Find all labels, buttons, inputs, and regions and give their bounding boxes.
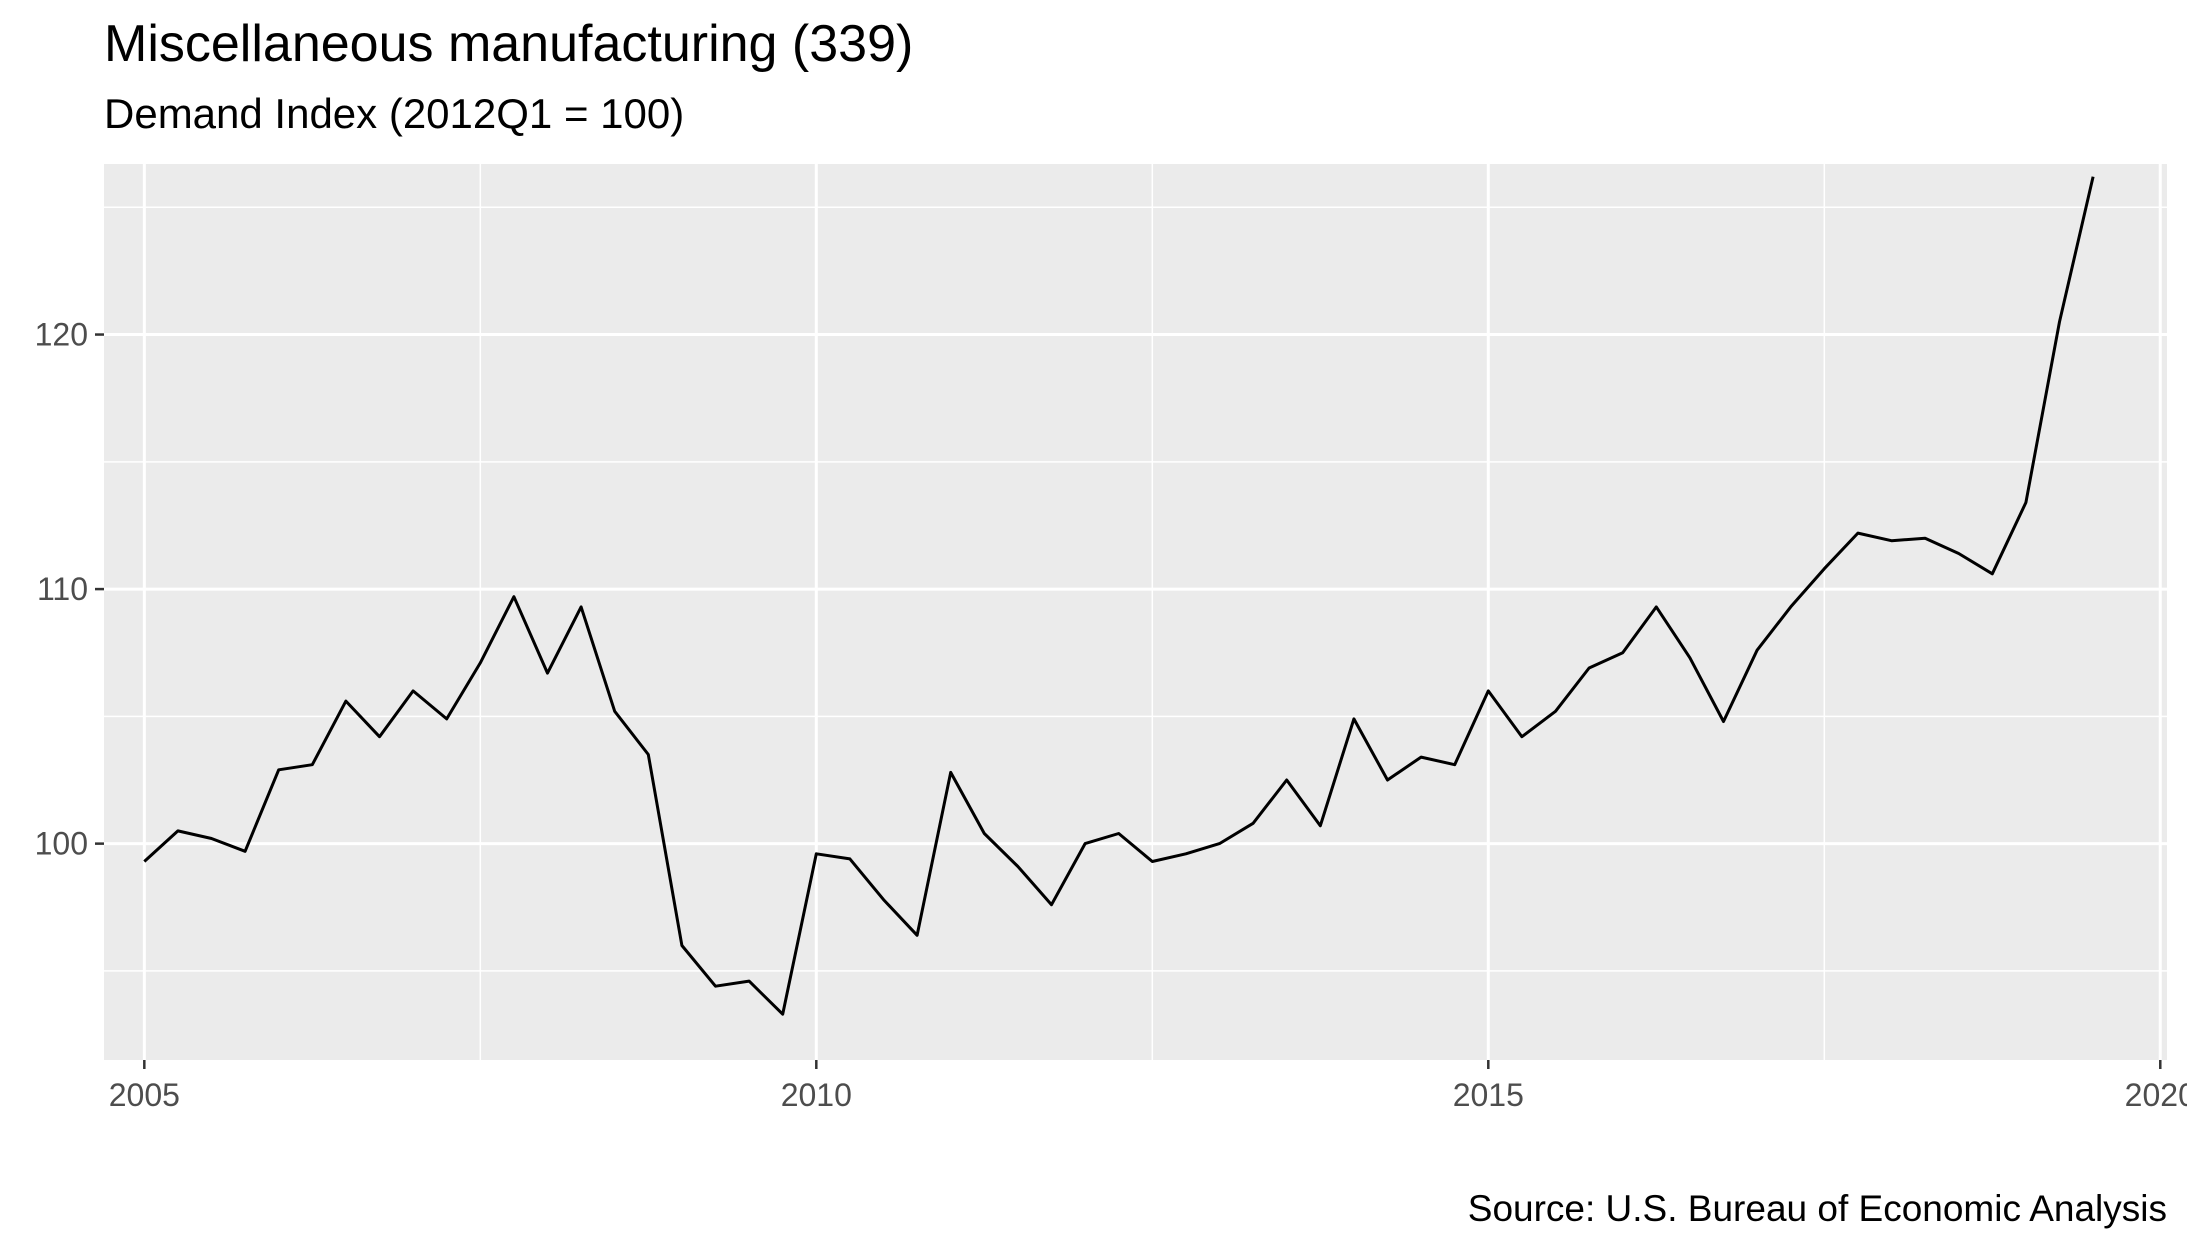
plot-panel — [104, 164, 2167, 1060]
series-group — [143, 176, 2095, 1016]
axis-ticks — [95, 333, 2162, 1069]
y-tick-label: 110 — [37, 571, 88, 607]
x-tick-label: 2015 — [1453, 1077, 1524, 1113]
series-line — [143, 176, 2095, 1016]
major-gridlines — [104, 164, 2167, 1060]
chart-subtitle: Demand Index (2012Q1 = 100) — [104, 90, 685, 137]
x-tick-label: 2020 — [2125, 1077, 2187, 1113]
x-tick-label: 2005 — [109, 1077, 180, 1113]
y-tick-label: 100 — [35, 826, 88, 862]
chart-title: Miscellaneous manufacturing (339) — [104, 15, 914, 73]
source-caption: Source: U.S. Bureau of Economic Analysis — [1467, 1188, 2167, 1229]
axis-tick-labels: 2005 2010 2015 2020 100 110 120 — [35, 317, 2187, 1113]
y-tick-label: 120 — [35, 317, 88, 353]
x-tick-label: 2010 — [781, 1077, 852, 1113]
